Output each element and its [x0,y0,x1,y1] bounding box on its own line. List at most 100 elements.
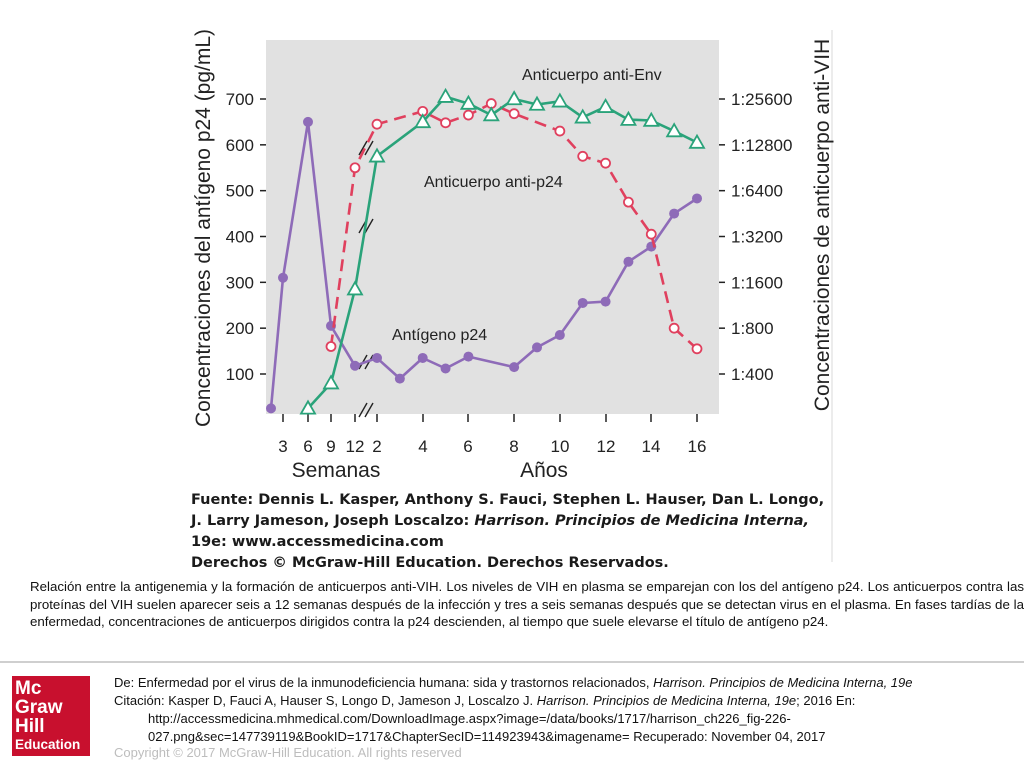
mcgraw-hill-logo: Mc Graw Hill Education [12,676,90,756]
footer-divider [0,661,1024,663]
data-point-anticuerpo-anti-p24 [645,228,657,240]
data-point-ant-geno-p24 [440,363,451,374]
x-tick-label: 3 [278,437,287,456]
axis-break-mark [358,140,368,156]
data-point-anticuerpo-anti-p24 [508,108,520,120]
source-line-2: J. Larry Jameson, Joseph Loscalzo: Harri… [191,513,810,529]
source-line-1: Fuente: Dennis L. Kasper, Anthony S. Fau… [191,492,825,508]
y-left-tick-label: 200 [226,319,254,338]
x-tick-label: 6 [463,437,472,456]
data-point-ant-geno-p24 [669,208,680,219]
y-right-tick-label: 1:12800 [731,136,792,155]
figure-source: Fuente: Dennis L. Kasper, Anthony S. Fau… [191,490,825,574]
y-right-tick-label: 1:6400 [731,182,783,201]
citation-block: De: Enfermedad por el virus de la inmuno… [114,674,1014,746]
data-point-ant-geno-p24 [417,352,428,363]
data-point-anticuerpo-anti-p24 [325,341,337,352]
data-point-anticuerpo-anti-env [688,133,706,149]
axis-break-mark [358,402,368,418]
data-point-anticuerpo-anti-env [642,111,660,127]
y-left-tick-label: 100 [226,365,254,384]
x-axis-label-years: Años [520,459,568,482]
series-label-antigen-p24: Antígeno p24 [392,327,487,344]
citation-url-line-2[interactable]: 027.png&sec=147739119&BookID=1717&Chapte… [148,729,826,744]
x-tick-label: 6 [303,437,312,456]
y-right-tick-label: 1:25600 [731,90,792,109]
data-point-anticuerpo-anti-env [414,113,432,129]
series-line-anticuerpo-anti-p24 [329,102,698,350]
data-point-ant-geno-p24 [692,193,702,204]
y-axis-right-label: Concentraciones de anticuerpo anti-VIH [811,39,834,411]
data-point-anticuerpo-anti-env [437,87,455,103]
data-point-anticuerpo-anti-p24 [623,196,634,208]
data-point-anticuerpo-anti-p24 [371,118,383,130]
x-tick-label: 12 [597,437,616,456]
source-line-3: 19e: www.accessmedicina.com [191,534,444,550]
data-point-ant-geno-p24 [278,272,288,283]
data-point-anticuerpo-anti-env [368,147,386,163]
y-left-tick-label: 300 [226,273,254,292]
data-point-ant-geno-p24 [350,360,360,371]
data-point-anticuerpo-anti-p24 [349,162,361,174]
x-tick-label: 14 [642,437,661,456]
data-point-ant-geno-p24 [394,373,405,384]
data-point-ant-geno-p24 [266,403,276,414]
data-point-anticuerpo-anti-env [299,399,317,415]
data-point-anticuerpo-anti-env [597,97,615,113]
data-point-anticuerpo-anti-env [665,122,683,138]
data-point-ant-geno-p24 [532,342,542,353]
data-point-anticuerpo-anti-p24 [577,150,589,162]
citation-url-line-1[interactable]: http://accessmedicina.mhmedical.com/Down… [148,711,791,726]
data-point-anticuerpo-anti-env [574,108,592,124]
data-point-anticuerpo-anti-p24 [440,117,451,129]
axis-break-mark [364,218,374,234]
data-point-ant-geno-p24 [623,256,634,267]
data-point-ant-geno-p24 [554,330,565,341]
x-tick-label: 8 [509,437,518,456]
hiv-antigen-antibody-chart: 100 200 300 400 500 600 700 1:400 1:800 1:1600 1:3… [192,29,834,562]
data-point-anticuerpo-anti-p24 [600,157,611,169]
figure-caption: Relación entre la antigenemia y la forma… [30,579,1024,629]
series-label-anti-env: Anticuerpo anti-Env [522,67,662,84]
citation-line: Citación: Kasper D, Fauci A, Hauser S, L… [114,693,856,708]
x-axis-label-weeks: Semanas [292,459,381,482]
x-tick-label: 2 [372,437,381,456]
y-left-tick-label: 600 [226,136,254,155]
citation-from: De: Enfermedad por el virus de la inmuno… [114,675,913,690]
y-right-tick-label: 1:800 [731,319,774,338]
data-point-ant-geno-p24 [577,297,588,308]
data-point-anticuerpo-anti-p24 [463,109,474,121]
x-tick-label: 16 [688,437,707,456]
data-point-ant-geno-p24 [463,351,474,362]
data-point-anticuerpo-anti-env [528,95,546,111]
y-right-tick-label: 1:1600 [731,273,783,292]
x-tick-label: 4 [418,437,427,456]
data-point-ant-geno-p24 [600,296,611,307]
data-point-anticuerpo-anti-p24 [691,343,703,355]
data-point-anticuerpo-anti-env [482,106,500,122]
series-label-anti-p24: Anticuerpo anti-p24 [424,174,563,191]
y-left-tick-label: 400 [226,228,254,247]
y-left-tick-label: 500 [226,182,254,201]
y-right-tick-label: 1:400 [731,365,774,384]
data-point-anticuerpo-anti-p24 [554,125,566,137]
x-tick-label: 9 [326,437,335,456]
data-point-ant-geno-p24 [372,352,382,363]
data-point-anticuerpo-anti-p24 [668,322,680,334]
data-point-anticuerpo-anti-env [619,110,637,126]
x-tick-label: 12 [346,437,365,456]
y-left-tick-label: 700 [226,90,254,109]
axis-break-mark [364,140,374,156]
axis-break-mark [364,402,374,418]
data-point-anticuerpo-anti-env [551,92,569,108]
x-tick-label: 10 [551,437,570,456]
plot-area [266,40,719,414]
data-point-ant-geno-p24 [303,116,313,127]
data-point-anticuerpo-anti-env [322,374,340,390]
y-right-tick-label: 1:3200 [731,228,783,247]
y-axis-left-label: Concentraciones del antígeno p24 (pg/mL) [192,29,215,427]
data-point-ant-geno-p24 [509,362,520,373]
data-point-anticuerpo-anti-env [505,90,523,106]
data-point-anticuerpo-anti-env [346,280,364,296]
source-line-4: Derechos © McGraw-Hill Education. Derech… [191,555,669,571]
